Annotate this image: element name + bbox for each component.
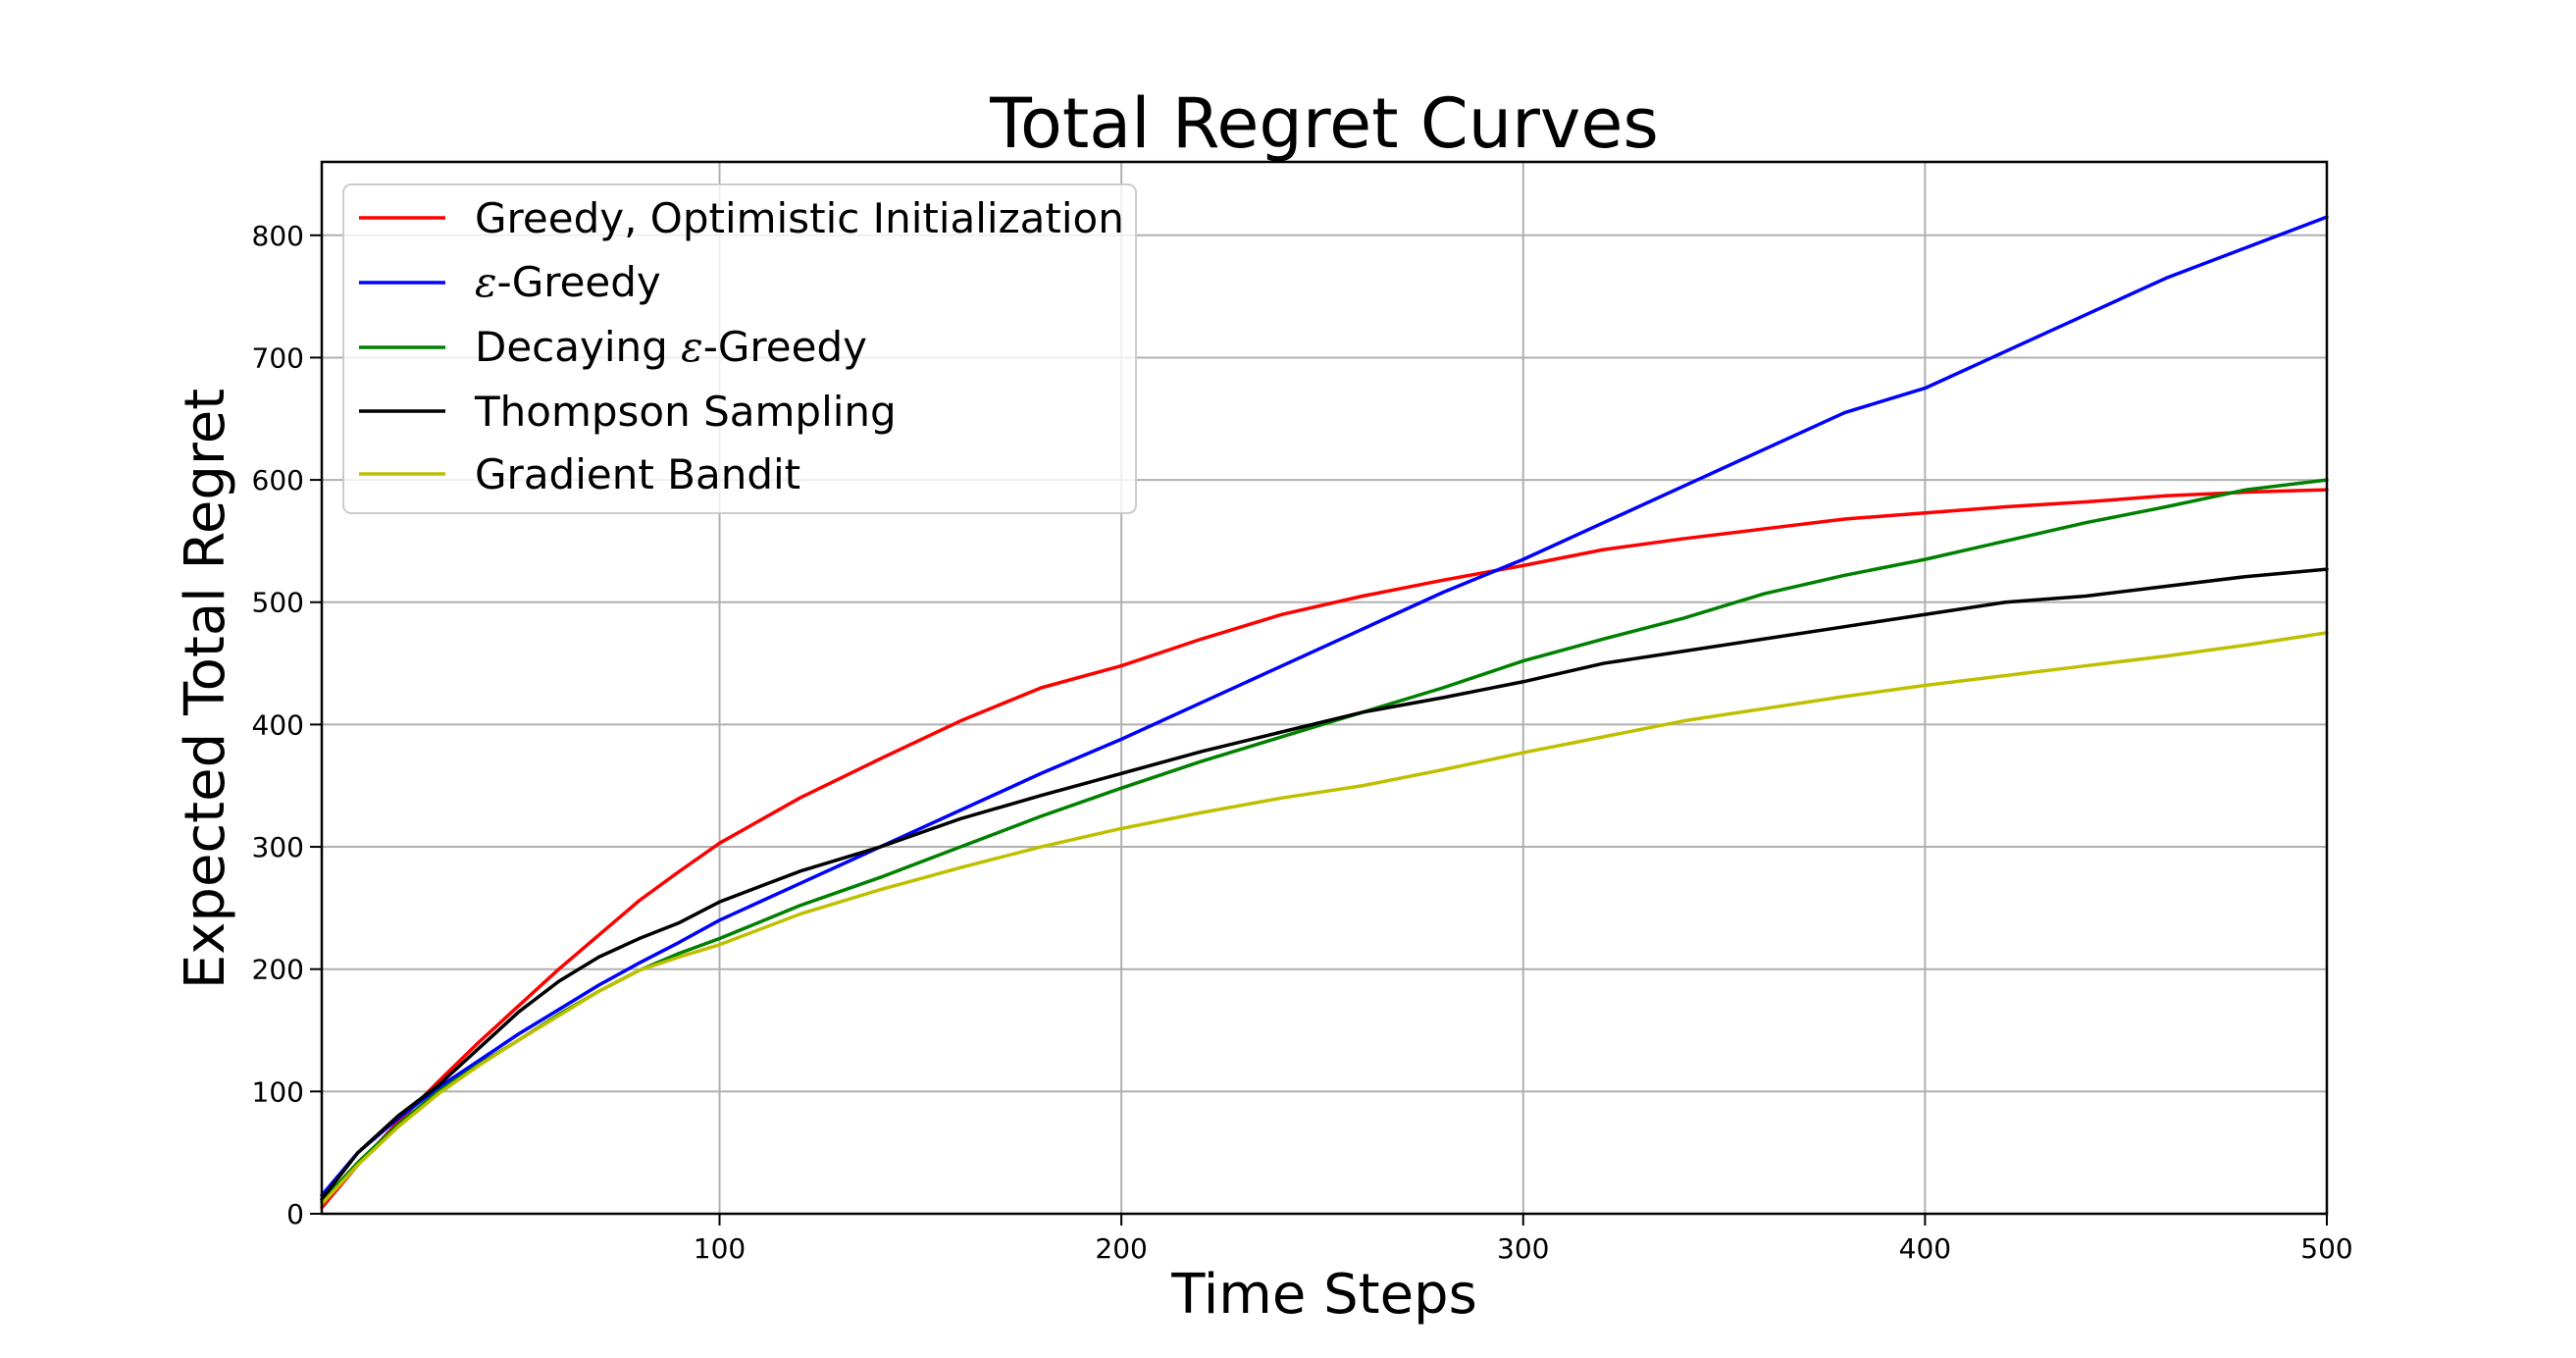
- plot-frame: [320, 160, 2329, 1216]
- legend-epsilon-greedy-text: -Greedy: [497, 258, 661, 306]
- y-tick-label: 0: [286, 1198, 304, 1230]
- legend-label-decaying-epsilon-greedy: Decaying ε-Greedy: [475, 323, 867, 371]
- legend-decaying-suffix: -Greedy: [703, 323, 867, 371]
- y-tick-label: 700: [252, 341, 304, 374]
- x-tick-label: 300: [1497, 1232, 1549, 1265]
- x-tick-label: 400: [1899, 1232, 1951, 1265]
- y-tick-label: 600: [252, 464, 304, 496]
- legend-label-gradient-bandit: Gradient Bandit: [475, 450, 800, 498]
- x-tick-label: 200: [1095, 1232, 1147, 1265]
- legend-box: [342, 183, 1137, 514]
- legend-label-epsilon-greedy: ε-Greedy: [475, 258, 661, 306]
- chart-title: Total Regret Curves: [989, 83, 1659, 164]
- series-lines: [320, 215, 2329, 1210]
- legend: Greedy, Optimistic Initialization ε-Gree…: [342, 183, 1137, 514]
- series-line-1: [320, 215, 2329, 1198]
- y-tick-label: 500: [252, 587, 304, 619]
- legend-label-thompson-sampling: Thompson Sampling: [474, 388, 897, 436]
- legend-decaying-prefix: Decaying: [475, 323, 681, 371]
- x-tick-label: 100: [694, 1232, 746, 1265]
- x-axis-title: Time Steps: [1170, 1263, 1477, 1327]
- series-line-2: [320, 478, 2329, 1204]
- y-tick-label: 200: [252, 954, 304, 986]
- series-line-0: [320, 488, 2329, 1210]
- legend-epsilon-symbol: ε: [475, 258, 497, 306]
- legend-decaying-epsilon-symbol: ε: [681, 323, 703, 371]
- series-line-3: [320, 567, 2329, 1201]
- y-tick-label: 100: [252, 1075, 304, 1108]
- y-tick-label: 300: [252, 831, 304, 863]
- series-line-4: [320, 631, 2329, 1206]
- axis-ticks: 100 200 300 400 500 0 100 200 300 400 500 600 700 800: [252, 220, 2353, 1265]
- x-tick-label: 500: [2300, 1232, 2352, 1265]
- y-tick-label: 800: [252, 220, 304, 252]
- y-axis-title: Expected Total Regret: [174, 389, 237, 989]
- y-tick-label: 400: [252, 708, 304, 741]
- legend-label-greedy-optimistic: Greedy, Optimistic Initialization: [475, 194, 1124, 242]
